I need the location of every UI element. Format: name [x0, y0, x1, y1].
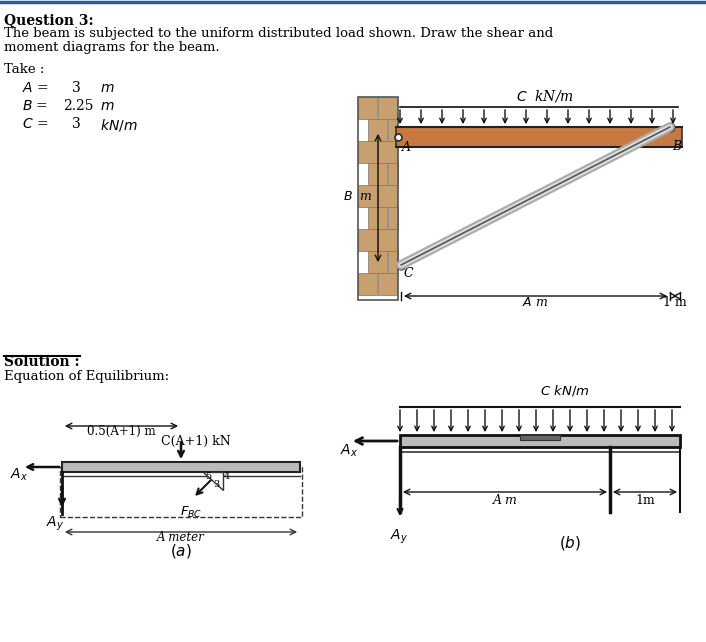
- Text: $C$  kN/m: $C$ kN/m: [516, 87, 574, 103]
- Text: Solution :: Solution :: [4, 355, 80, 369]
- Text: $(a)$: $(a)$: [170, 542, 192, 560]
- Text: Question 3:: Question 3:: [4, 13, 94, 27]
- Text: 1 m: 1 m: [663, 296, 687, 309]
- Text: A meter: A meter: [157, 531, 205, 544]
- Bar: [378, 97, 397, 119]
- Bar: [378, 141, 397, 163]
- Text: 5: 5: [205, 472, 211, 481]
- Bar: [358, 229, 377, 251]
- Bar: [388, 119, 398, 141]
- Text: 0.5(A+1) m: 0.5(A+1) m: [87, 425, 155, 438]
- Text: A m: A m: [493, 494, 517, 507]
- Text: $m$: $m$: [100, 99, 114, 113]
- Text: moment diagrams for the beam.: moment diagrams for the beam.: [4, 41, 220, 54]
- Bar: [368, 163, 387, 185]
- Text: 3: 3: [72, 117, 80, 131]
- Text: $C$ =: $C$ =: [22, 117, 48, 131]
- Text: $A_x$: $A_x$: [340, 443, 358, 459]
- Bar: [368, 207, 387, 229]
- Bar: [358, 141, 377, 163]
- Bar: [368, 119, 387, 141]
- Bar: [396, 127, 682, 147]
- Bar: [400, 435, 680, 447]
- Bar: [62, 462, 300, 472]
- Text: $A_x$: $A_x$: [10, 467, 28, 483]
- Text: The beam is subjected to the uniform distributed load shown. Draw the shear and: The beam is subjected to the uniform dis…: [4, 27, 554, 40]
- Text: $A_y$: $A_y$: [46, 515, 64, 533]
- Bar: [358, 97, 377, 119]
- Bar: [520, 435, 560, 440]
- Text: 2.25: 2.25: [63, 99, 93, 113]
- Bar: [358, 97, 398, 300]
- Text: $B$  m: $B$ m: [344, 189, 373, 202]
- Bar: [388, 163, 398, 185]
- Text: 4: 4: [224, 472, 230, 481]
- Text: $kN/ m$: $kN/ m$: [100, 117, 138, 133]
- Text: $B$ =: $B$ =: [22, 99, 48, 113]
- Text: $C$ $kN/m$: $C$ $kN/m$: [540, 383, 590, 399]
- Bar: [378, 185, 397, 207]
- Bar: [388, 251, 398, 273]
- Text: $A$ m: $A$ m: [522, 296, 548, 309]
- Text: C: C: [404, 267, 414, 280]
- Bar: [358, 185, 377, 207]
- Bar: [388, 207, 398, 229]
- Bar: [368, 251, 387, 273]
- Text: $F_{BC}$: $F_{BC}$: [180, 505, 203, 520]
- Text: 1m: 1m: [635, 494, 655, 507]
- Bar: [378, 273, 397, 295]
- Text: 3: 3: [213, 480, 220, 489]
- Text: 3: 3: [72, 81, 80, 95]
- Text: C(A+1) kN: C(A+1) kN: [161, 435, 231, 448]
- Text: B: B: [672, 140, 681, 153]
- Text: Equation of Equilibrium:: Equation of Equilibrium:: [4, 370, 169, 383]
- Text: $m$: $m$: [100, 81, 114, 95]
- Text: $A_y$: $A_y$: [390, 528, 408, 546]
- Bar: [358, 273, 377, 295]
- Text: Take :: Take :: [4, 63, 44, 76]
- Text: A: A: [402, 141, 411, 154]
- Bar: [378, 229, 397, 251]
- Bar: [60, 467, 302, 517]
- Polygon shape: [203, 472, 223, 490]
- Text: $(b)$: $(b)$: [559, 534, 581, 552]
- Text: $A$ =: $A$ =: [22, 81, 49, 95]
